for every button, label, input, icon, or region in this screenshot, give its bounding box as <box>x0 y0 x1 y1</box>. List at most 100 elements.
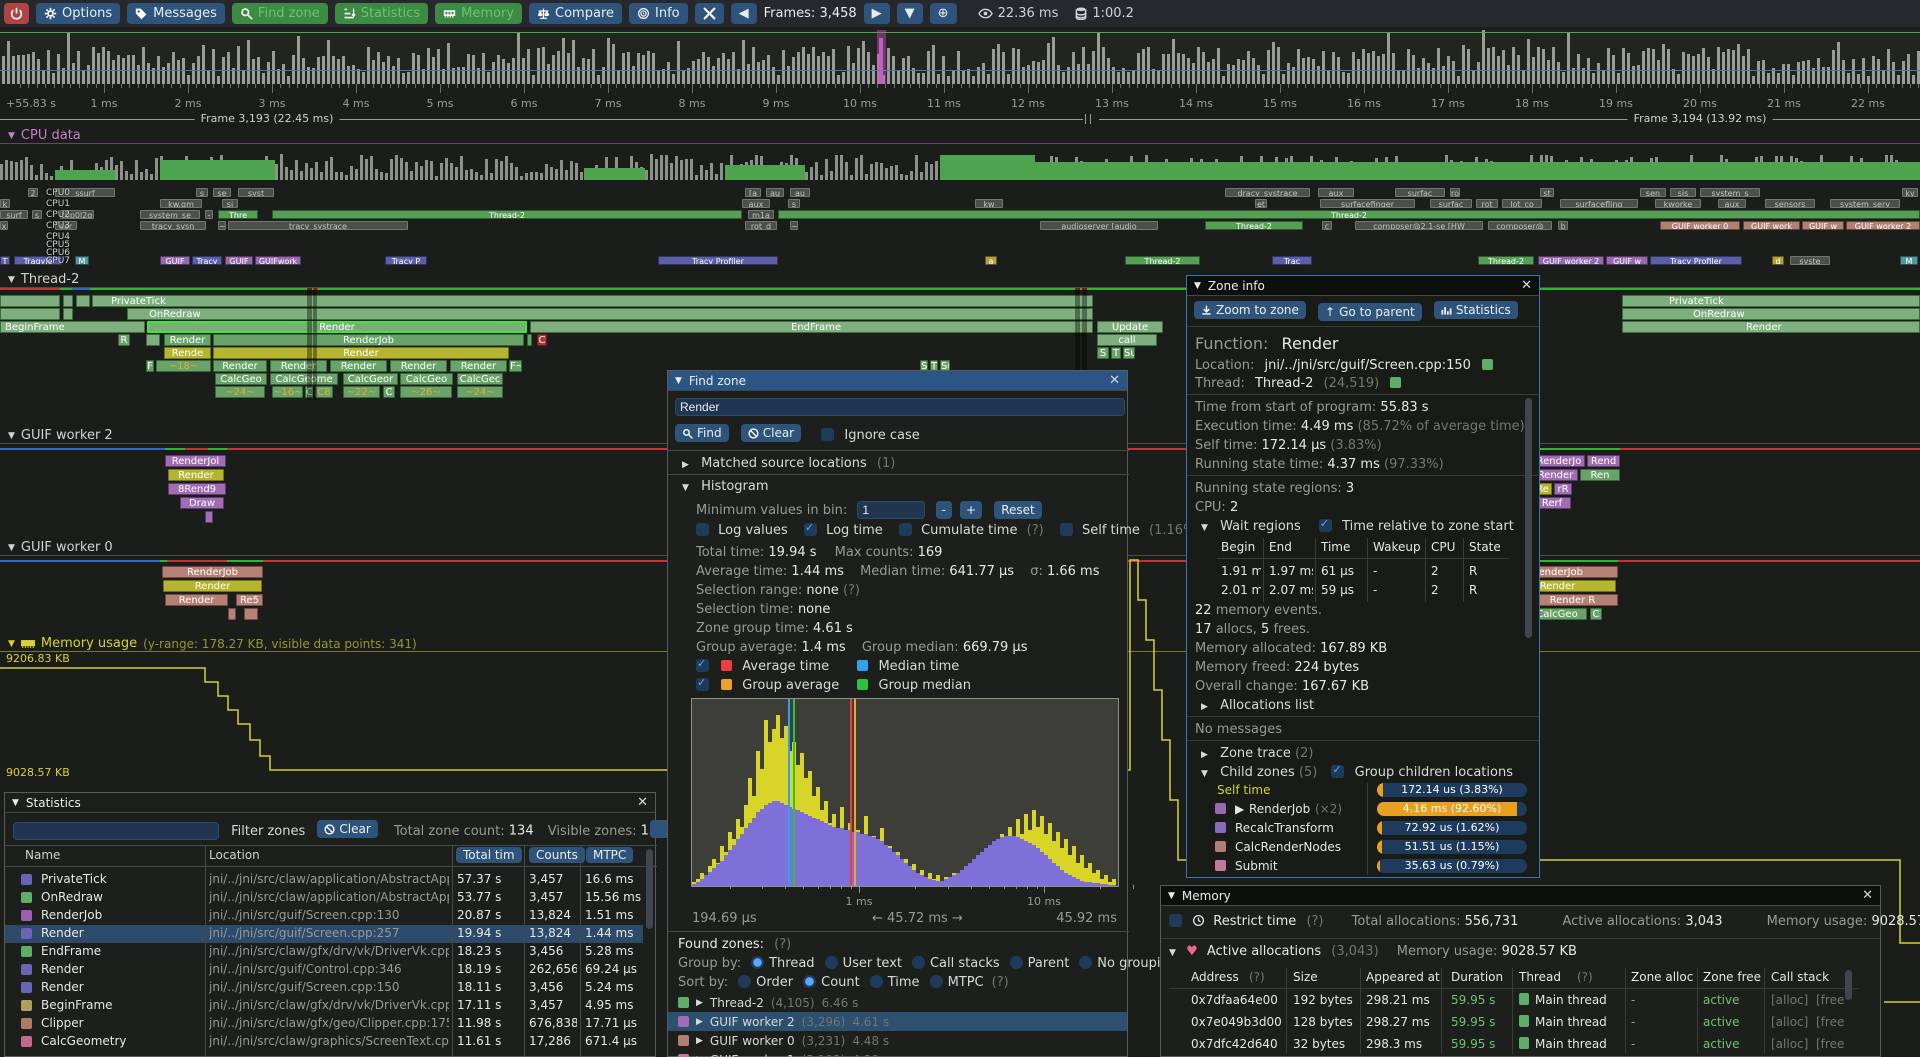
found-zone-group-row[interactable]: ▶ Thread-2 (4,105) 6.46 s <box>668 993 1127 1012</box>
cpu-zone[interactable]: m1a <box>748 210 774 219</box>
cpu-zone[interactable]: - <box>205 210 213 219</box>
mem-callstack-free[interactable]: [free] <box>1816 1037 1844 1051</box>
clear-button[interactable]: Clear <box>740 424 802 442</box>
find-zone-button[interactable]: Find zone <box>231 3 328 24</box>
min-bin-decrease-button[interactable]: - <box>935 501 952 519</box>
cpu-zone[interactable]: kworke <box>1655 199 1701 208</box>
zone-box[interactable]: CalcGeo <box>400 373 453 385</box>
cpu-zone[interactable]: ser <box>55 221 77 230</box>
group-by-option[interactable]: Parent <box>1027 956 1070 971</box>
sort-by-option[interactable]: Count <box>821 975 860 990</box>
statistics-scrollbar[interactable] <box>645 847 654 1055</box>
allocations-list-label[interactable]: Allocations list <box>1220 698 1315 713</box>
zone-box[interactable]: PrivateTick <box>1622 295 1920 307</box>
collapse-icon[interactable]: ▼ <box>12 797 19 808</box>
found-zone-group-row[interactable]: ▶ GUIF worker 2 (3,296) 4.61 s <box>668 1012 1127 1031</box>
expand-icon[interactable]: ▶ <box>1201 702 1208 712</box>
cpu-zone[interactable]: kv <box>1902 188 1918 197</box>
zone-box[interactable]: Update <box>1097 321 1163 333</box>
zone-box[interactable]: PrivateTick <box>92 295 1093 307</box>
mem-callstack-alloc[interactable]: [alloc] <box>1771 993 1809 1007</box>
cpu-zone[interactable]: GUIF <box>225 256 253 265</box>
zone-box[interactable]: F <box>146 360 154 372</box>
cpu-zone[interactable]: dracy_systrace <box>1225 188 1310 197</box>
expand-icon[interactable]: ▶ <box>696 1016 703 1027</box>
zone-statistics-button[interactable]: Statistics <box>1433 301 1518 319</box>
help-icon[interactable]: (?) <box>1577 970 1593 984</box>
help-icon[interactable]: (?) <box>842 583 860 598</box>
cpu-zone[interactable]: composer@2.1-se [HW <box>1355 221 1483 230</box>
cpu-zone[interactable]: composer@ <box>1488 221 1552 230</box>
cpu-zone[interactable]: GUIF <box>160 256 190 265</box>
zone-box[interactable]: ~24~ <box>457 386 503 398</box>
memory-scrollbar[interactable] <box>1844 968 1853 1054</box>
histogram-plot[interactable] <box>691 698 1119 887</box>
zone-box[interactable]: Render <box>330 360 387 372</box>
zone-box[interactable]: ~16~ <box>272 386 303 398</box>
column-header-total-time[interactable]: Total tim <box>456 847 522 863</box>
mem-callstack-free[interactable]: [free] <box>1816 993 1844 1007</box>
child-zone-name[interactable]: RecalcTransform <box>1235 821 1334 835</box>
zone-box[interactable]: C <box>383 386 395 398</box>
group-by-radio-parent[interactable] <box>1009 956 1023 969</box>
cpu-zone[interactable]: [a <box>745 188 761 197</box>
zone-box[interactable]: OnRedraw <box>1622 308 1920 320</box>
next-frame-button[interactable]: ▶ <box>863 3 890 24</box>
help-icon[interactable]: (?) <box>991 975 1009 990</box>
cpu-zone[interactable]: Tracy Profiler <box>658 256 778 265</box>
table-row[interactable]: RenderJob jni/../jni/src/guif/Screen.cpp:… <box>5 907 643 925</box>
min-bin-increase-button[interactable]: + <box>960 501 983 519</box>
cpu-zone[interactable]: b <box>1558 221 1568 230</box>
avg-median-markers-checkbox[interactable] <box>696 657 709 672</box>
cpu-zone[interactable]: syst <box>238 188 274 197</box>
cpu-zone[interactable]: M <box>75 256 89 265</box>
zone-box[interactable] <box>0 308 60 320</box>
zone-box[interactable]: call <box>1097 334 1157 346</box>
zone-box[interactable]: Render <box>450 360 507 372</box>
collapse-icon[interactable]: ▼ <box>682 483 689 493</box>
cpu-zone[interactable]: 2 <box>28 188 38 197</box>
help-icon[interactable]: (?) <box>1306 914 1324 929</box>
frame-dropdown-button[interactable]: ▼ <box>896 3 923 24</box>
cpu-zone[interactable]: k <box>0 199 10 208</box>
table-row[interactable]: BeginFrame jni/../jni/src/claw/gfx/drv/vk… <box>5 997 643 1015</box>
cpu-zone[interactable]: se <box>213 188 231 197</box>
sort-by-radio-mtpc[interactable] <box>929 975 943 988</box>
timeline-ruler[interactable]: +55.83 s 1 ms 2 ms 3 ms 4 ms 5 ms 6 ms 7 ms 8 ms… <box>0 84 1920 112</box>
time-relative-checkbox[interactable] <box>1318 517 1332 532</box>
close-icon[interactable]: ✕ <box>1521 278 1532 293</box>
cpu-zone[interactable]: Thread-2 <box>778 210 1920 219</box>
zone-box[interactable]: Re5 <box>236 594 263 606</box>
zone-box[interactable]: Render <box>1533 469 1578 481</box>
cpu-zone[interactable]: audioserver [audio <box>1040 221 1158 230</box>
zone-box[interactable]: Draw <box>180 497 224 509</box>
cpu-zone[interactable]: t0p0l2g <box>60 210 94 219</box>
cpu-zone[interactable]: lot_co <box>1502 199 1542 208</box>
cpu-zone[interactable]: s <box>788 199 800 208</box>
cpu-zone[interactable]: GUIF w <box>1606 256 1648 265</box>
zone-box[interactable]: RenderJol <box>165 455 226 467</box>
sort-by-option[interactable]: Order <box>756 975 794 990</box>
group-children-checkbox[interactable] <box>1331 763 1345 778</box>
table-row[interactable]: EndFrame jni/../jni/src/claw/gfx/drv/vk/D… <box>5 943 643 961</box>
zone-box[interactable]: EndFrame <box>530 321 1093 333</box>
zone-box[interactable]: C <box>537 334 547 346</box>
zone-box[interactable]: OnRedraw <box>127 308 1093 320</box>
cpu-zone[interactable]: Tracy <box>192 256 222 265</box>
compare-button[interactable]: Compare <box>529 3 623 24</box>
help-icon[interactable]: (?) <box>774 937 792 952</box>
expand-icon[interactable]: ▶ <box>1235 802 1245 816</box>
expand-icon[interactable]: ▶ <box>696 1035 703 1046</box>
source-color-swatch[interactable] <box>1482 359 1494 370</box>
thread-header[interactable]: ▼ Thread-2 <box>0 272 1920 288</box>
cpu-zone[interactable]: x <box>0 221 8 230</box>
zone-box[interactable]: Render <box>390 360 447 372</box>
zoom-to-zone-button[interactable]: Zoom to zone <box>1194 301 1306 319</box>
table-row[interactable]: PrivateTick jni/../jni/src/claw/applicati… <box>5 871 643 889</box>
info-button[interactable]: Info <box>629 3 688 24</box>
zone-box[interactable]: RenderJo <box>1533 455 1585 467</box>
group-by-option[interactable]: Thread <box>769 956 815 971</box>
cpu-zone[interactable]: tracy_systrace <box>228 221 408 230</box>
group-by-radio-thread[interactable] <box>751 956 765 969</box>
cpu-zone[interactable]: aux <box>1318 188 1354 197</box>
